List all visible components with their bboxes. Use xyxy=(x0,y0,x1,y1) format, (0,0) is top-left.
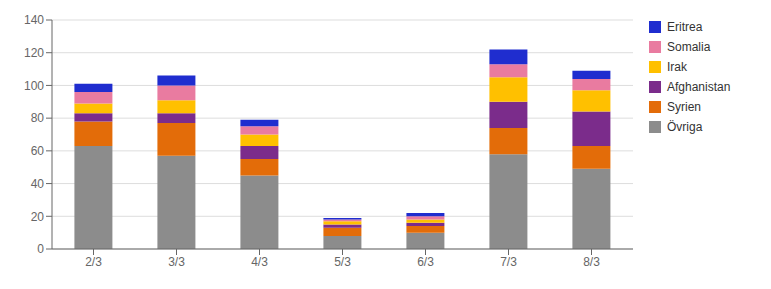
svg-text:8/3: 8/3 xyxy=(583,255,600,269)
html-text:Irak: Irak xyxy=(667,60,687,74)
svg-text:7/3: 7/3 xyxy=(500,255,517,269)
svg-text:4/3: 4/3 xyxy=(251,255,268,269)
svg-text:2/3: 2/3 xyxy=(85,255,102,269)
svg-text:3/3: 3/3 xyxy=(168,255,185,269)
svg-text:140: 140 xyxy=(24,13,44,27)
html-text:Eritrea: Eritrea xyxy=(667,20,703,34)
svg-text:80: 80 xyxy=(31,111,45,125)
html-text:Syrien: Syrien xyxy=(667,100,701,114)
svg-text:120: 120 xyxy=(24,46,44,60)
svg-text:6/3: 6/3 xyxy=(417,255,434,269)
html-text:Övriga: Övriga xyxy=(667,120,703,134)
html-text:Somalia: Somalia xyxy=(667,40,711,54)
svg-text:5/3: 5/3 xyxy=(334,255,351,269)
svg-text:40: 40 xyxy=(31,177,45,191)
svg-text:100: 100 xyxy=(24,79,44,93)
svg-text:0: 0 xyxy=(37,242,44,256)
svg-text:60: 60 xyxy=(31,144,45,158)
html-text:Afghanistan: Afghanistan xyxy=(667,80,731,94)
svg-text:20: 20 xyxy=(31,210,45,224)
